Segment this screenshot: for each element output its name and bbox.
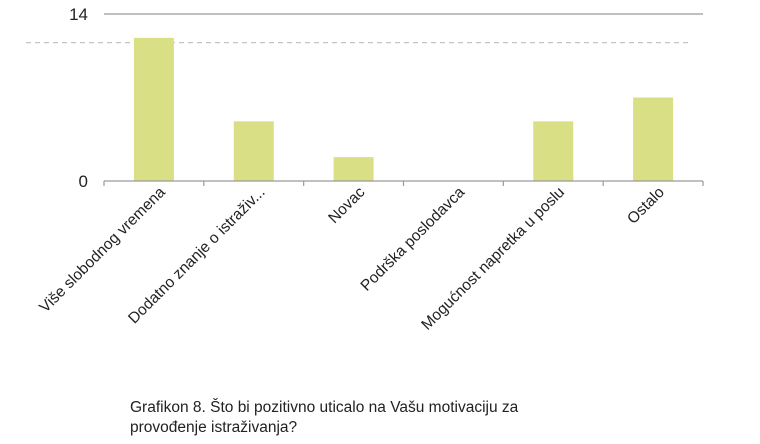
caption-line-1: Grafikon 8. Što bi pozitivno uticalo na … [130, 399, 519, 416]
bars-group [133, 37, 674, 181]
x-tick-label-4: Podrška poslodavca [358, 184, 469, 295]
bar-2 [233, 121, 274, 181]
x-tick-label-3: Novac [325, 184, 368, 227]
bar-6 [633, 97, 674, 181]
x-ticks-group [103, 181, 704, 186]
y-tick-label-min: 0 [79, 172, 88, 191]
bar-3 [333, 157, 374, 181]
chart-caption: Grafikon 8. Što bi pozitivno uticalo na … [130, 398, 650, 438]
x-tick-label-6: Ostalo [624, 184, 668, 228]
y-tick-labels-group: 0 14 [69, 5, 88, 191]
caption-line-2: provođenje istraživanja? [130, 419, 298, 436]
bar-1 [133, 37, 174, 181]
bar-5 [533, 121, 574, 181]
y-tick-label-max: 14 [69, 5, 88, 24]
